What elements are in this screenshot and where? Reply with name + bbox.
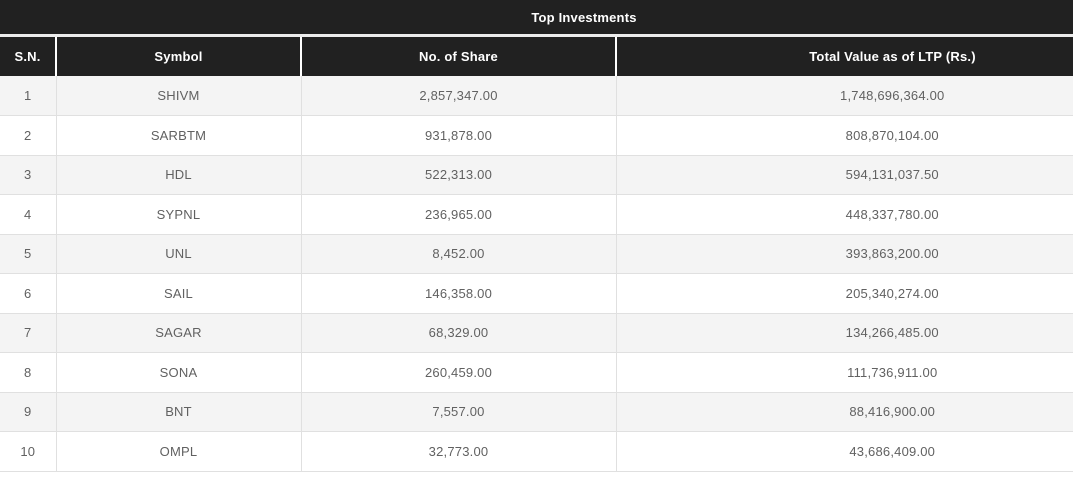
cell-symbol: BNT (55, 392, 301, 432)
table-title: Top Investments (0, 0, 1073, 37)
cell-shares: 8,452.00 (300, 234, 616, 274)
cell-shares: 260,459.00 (300, 352, 616, 393)
cell-sn: 7 (0, 313, 56, 353)
cell-symbol: SARBTM (55, 115, 301, 156)
cell-sn: 4 (0, 194, 56, 235)
cell-sn: 8 (0, 352, 56, 393)
cell-value: 205,340,274.00 (615, 273, 1073, 314)
table-row: 10 OMPL 32,773.00 43,686,409.00 (0, 431, 1073, 472)
cell-symbol: SAGAR (55, 313, 301, 353)
column-header-symbol: Symbol (55, 37, 301, 76)
cell-symbol: OMPL (55, 431, 301, 472)
table-row: 5 UNL 8,452.00 393,863,200.00 (0, 234, 1073, 274)
cell-sn: 5 (0, 234, 56, 274)
cell-value: 111,736,911.00 (615, 352, 1073, 393)
column-header-value: Total Value as of LTP (Rs.) (615, 37, 1073, 76)
cell-shares: 7,557.00 (300, 392, 616, 432)
column-header-sn: S.N. (0, 37, 56, 76)
cell-value: 88,416,900.00 (615, 392, 1073, 432)
cell-sn: 9 (0, 392, 56, 432)
cell-shares: 236,965.00 (300, 194, 616, 235)
cell-value: 134,266,485.00 (615, 313, 1073, 353)
cell-value: 808,870,104.00 (615, 115, 1073, 156)
cell-symbol: UNL (55, 234, 301, 274)
cell-sn: 1 (0, 76, 56, 116)
cell-symbol: SYPNL (55, 194, 301, 235)
top-investments-table: S.N. Symbol No. of Share Total Value as … (0, 37, 1073, 472)
table-row: 4 SYPNL 236,965.00 448,337,780.00 (0, 194, 1073, 235)
cell-shares: 522,313.00 (300, 155, 616, 195)
table-row: 3 HDL 522,313.00 594,131,037.50 (0, 155, 1073, 195)
cell-value: 448,337,780.00 (615, 194, 1073, 235)
cell-shares: 2,857,347.00 (300, 76, 616, 116)
cell-shares: 931,878.00 (300, 115, 616, 156)
cell-sn: 10 (0, 431, 56, 472)
cell-symbol: HDL (55, 155, 301, 195)
cell-sn: 6 (0, 273, 56, 314)
cell-symbol: SAIL (55, 273, 301, 314)
cell-sn: 2 (0, 115, 56, 156)
column-header-shares: No. of Share (300, 37, 616, 76)
table-row: 9 BNT 7,557.00 88,416,900.00 (0, 392, 1073, 432)
cell-value: 43,686,409.00 (615, 431, 1073, 472)
table-row: 1 SHIVM 2,857,347.00 1,748,696,364.00 (0, 76, 1073, 116)
cell-value: 1,748,696,364.00 (615, 76, 1073, 116)
table-header: S.N. Symbol No. of Share Total Value as … (0, 37, 1073, 76)
cell-value: 393,863,200.00 (615, 234, 1073, 274)
table-body: 1 SHIVM 2,857,347.00 1,748,696,364.00 2 … (0, 76, 1073, 472)
table-row: 2 SARBTM 931,878.00 808,870,104.00 (0, 115, 1073, 156)
cell-symbol: SHIVM (55, 76, 301, 116)
cell-symbol: SONA (55, 352, 301, 393)
table-row: 6 SAIL 146,358.00 205,340,274.00 (0, 273, 1073, 314)
cell-sn: 3 (0, 155, 56, 195)
cell-shares: 68,329.00 (300, 313, 616, 353)
cell-shares: 146,358.00 (300, 273, 616, 314)
cell-shares: 32,773.00 (300, 431, 616, 472)
cell-value: 594,131,037.50 (615, 155, 1073, 195)
table-row: 8 SONA 260,459.00 111,736,911.00 (0, 352, 1073, 393)
table-row: 7 SAGAR 68,329.00 134,266,485.00 (0, 313, 1073, 353)
